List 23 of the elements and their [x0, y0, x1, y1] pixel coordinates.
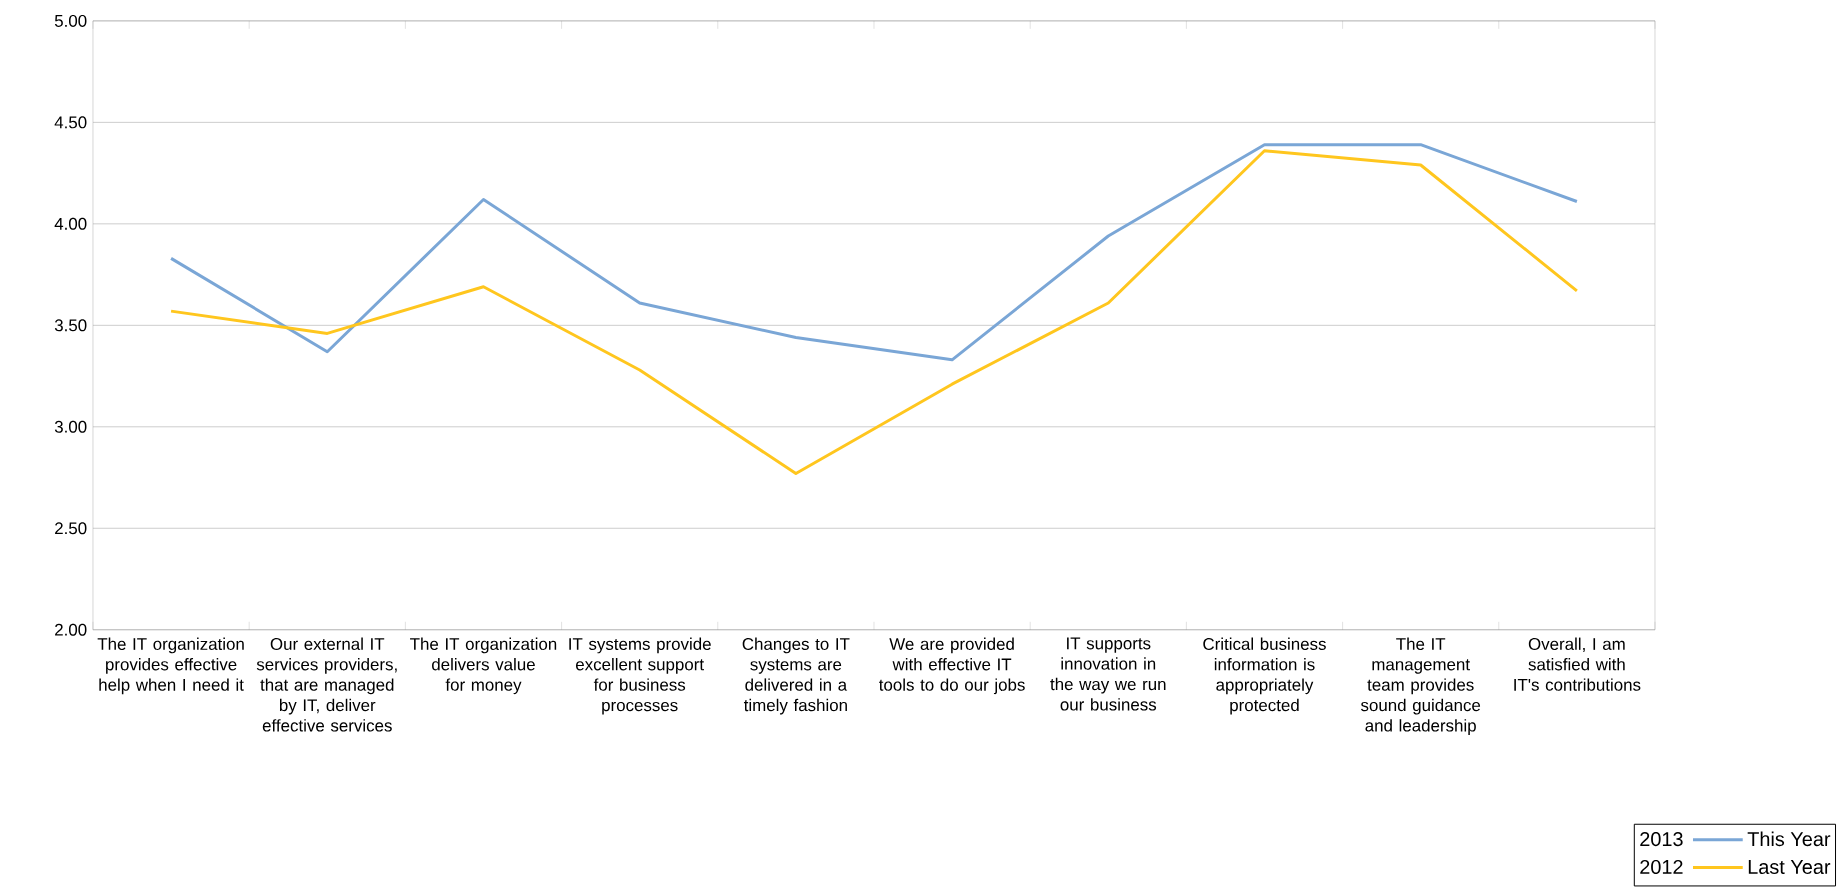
- line-series: [169, 143, 1579, 362]
- x-tick-label: Changes to IT systems are delivered in a timely fashion: [742, 637, 850, 715]
- x-tick-label: Critical business information is appropriately protected: [1203, 637, 1326, 715]
- text: 2013: [1640, 831, 1683, 846]
- y-tick-label: 2.50: [55, 522, 87, 535]
- x-tick-label: IT systems provide excellent support for business processes: [569, 637, 711, 715]
- line-series: [169, 149, 1579, 475]
- y-tick-label: 5.00: [54, 14, 87, 27]
- x-tick-label: Our external IT services providers, that are managed by IT, deliver effective services: [256, 637, 397, 732]
- x-tick-label: The IT organization provides effective help when I need it: [97, 637, 244, 694]
- x-tick-label: IT supports innovation in the way we run our business: [1050, 637, 1166, 711]
- legend-label: This Year: [1747, 831, 1831, 846]
- text: 2012: [1640, 859, 1683, 874]
- y-tick-label: 4.50: [54, 116, 87, 129]
- y-tick-label: 3.50: [54, 319, 87, 332]
- y-tick-label: 4.00: [54, 217, 87, 230]
- y-tick-label: 3.00: [54, 420, 87, 433]
- x-tick-label: Overall, I am satisfied with IT's contributions: [1514, 637, 1641, 691]
- legend-label: Last Year: [1748, 859, 1831, 874]
- x-tick-label: The IT management team provides sound guidance and leadership: [1360, 637, 1481, 735]
- y-tick-label: 2.00: [55, 623, 87, 636]
- x-tick-label: We are provided with effective IT tools to do our jobs: [879, 637, 1025, 694]
- x-tick-label: The IT organization delivers value for money: [410, 637, 557, 694]
